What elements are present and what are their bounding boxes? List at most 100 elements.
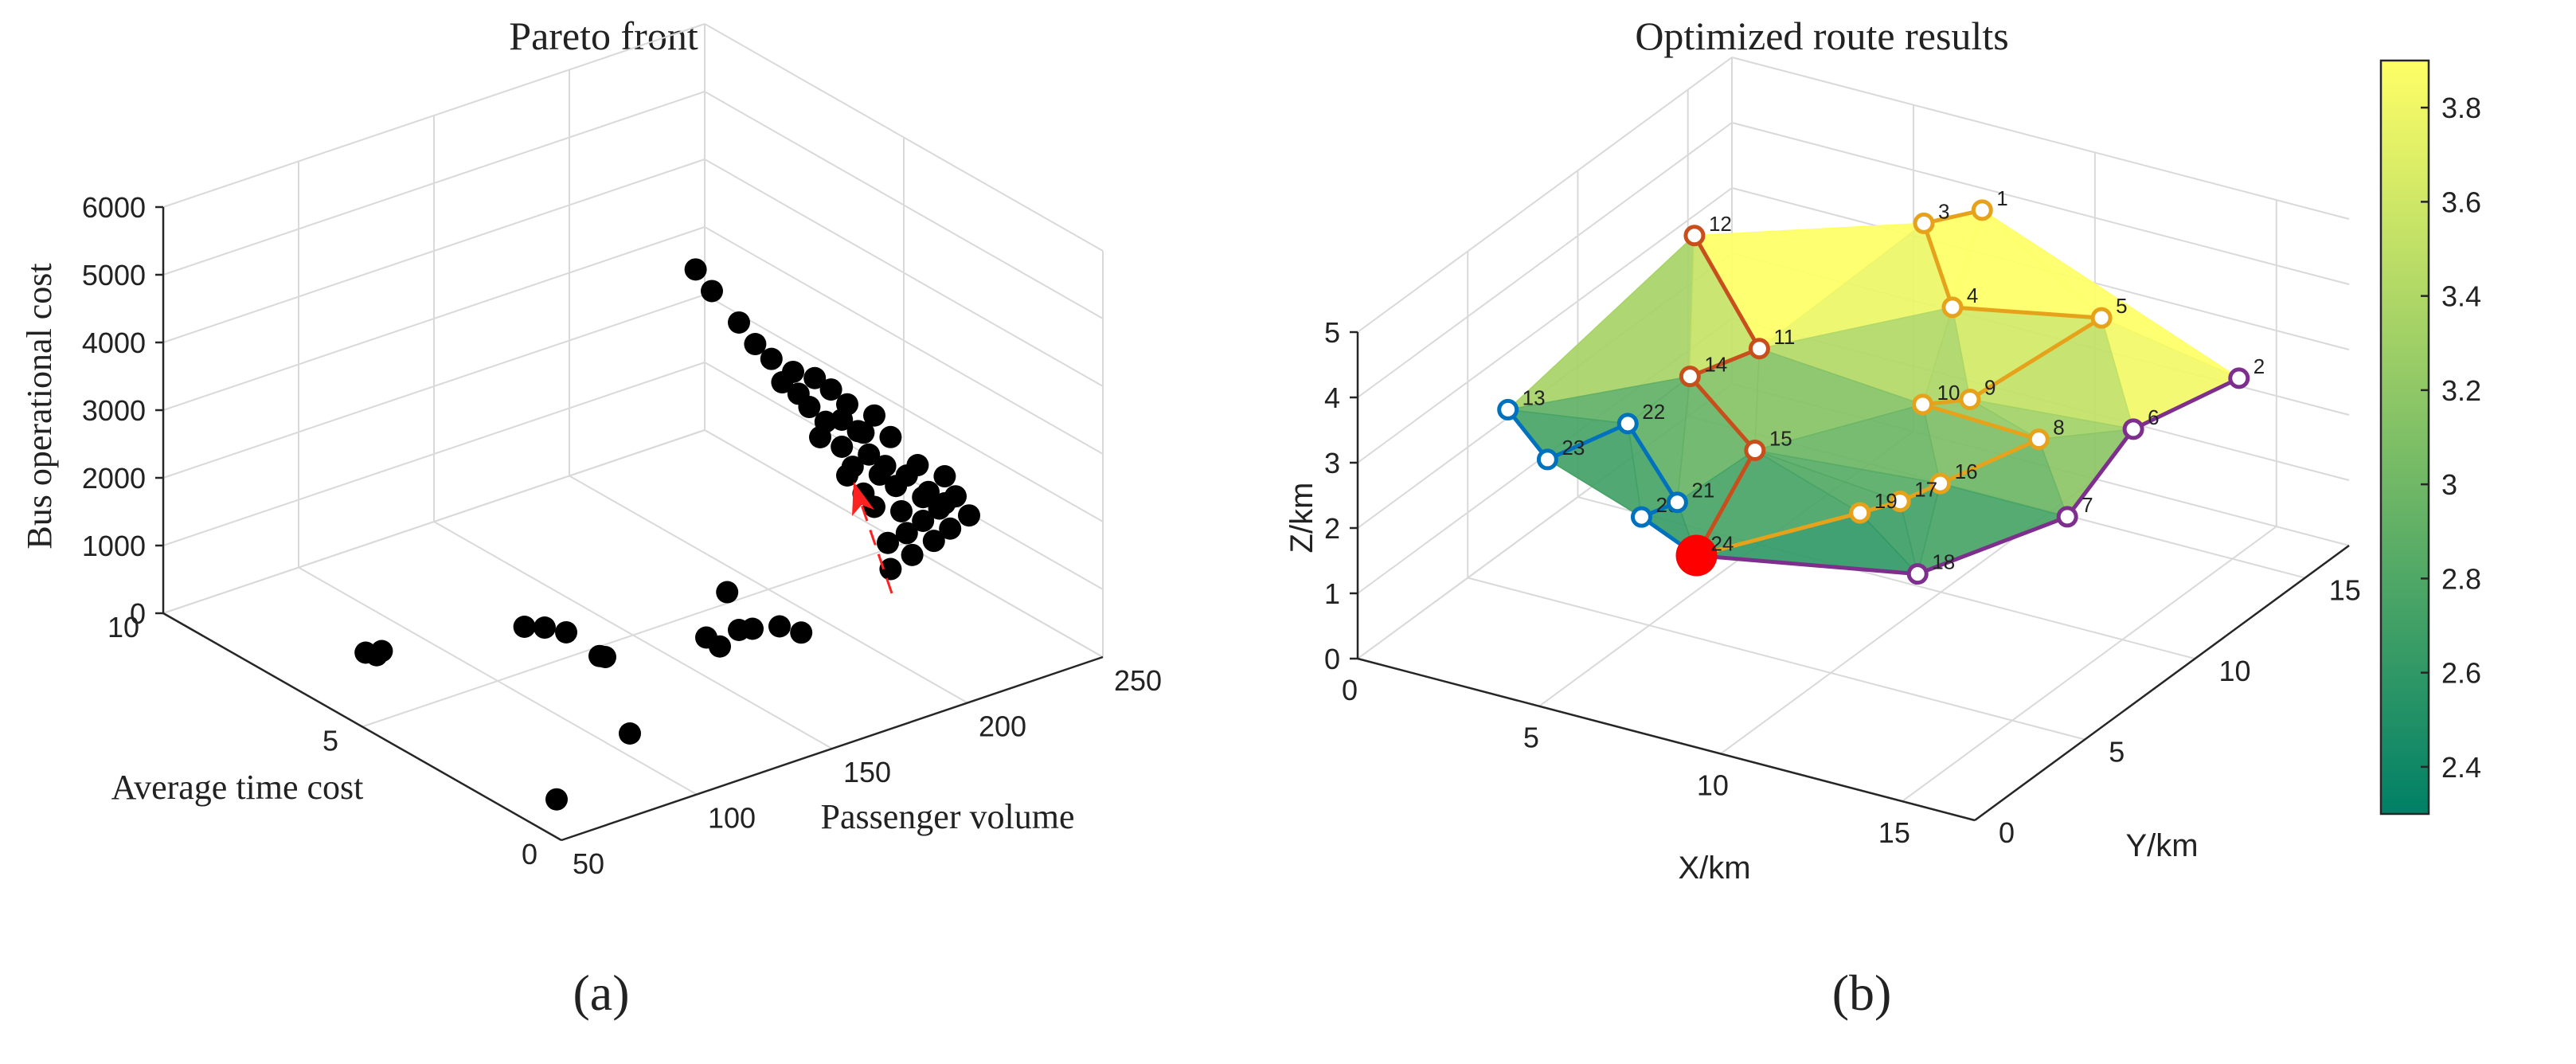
pareto-point [819,378,842,401]
route-node-label: 22 [1642,400,1665,424]
route-node-label: 9 [1984,375,1996,399]
grid-line [162,429,706,614]
pareto-point [534,616,556,640]
route-node-label: 4 [1967,284,1978,307]
pareto-point [744,333,767,356]
route-node-marker [2090,307,2113,329]
route-node-marker [1744,439,1766,461]
grid-line [162,158,706,343]
y-tick-label: 10 [107,611,139,643]
grid-line [162,362,706,546]
x-tick-label: 15 [1878,816,1910,849]
route-node-label: 2 [2254,354,2265,378]
chart-a-x-axis-label: Passenger volume [821,797,1075,836]
route-node-marker [2122,418,2144,440]
route-node-label: 7 [2082,493,2093,517]
pareto-point [841,456,864,479]
route-node-label: 21 [1691,479,1714,503]
z-tick-label: 3 [1324,447,1340,479]
pareto-point [728,311,750,334]
y-tick-label: 0 [522,838,537,870]
pareto-point [939,517,962,540]
pareto-point [858,443,881,466]
grid-line [1357,57,1733,333]
pareto-point [895,522,918,545]
pareto-point [912,486,935,509]
chart-b-axes [1350,331,2350,822]
pareto-point [709,635,731,658]
y-tick-label: 15 [2329,574,2361,607]
z-tick-label: 5000 [82,259,146,291]
colorbar-tick-label: 2.4 [2441,751,2481,784]
pareto-point [809,425,831,448]
chart-a-y-axis-label: Average time cost [111,768,364,807]
pareto-point [684,258,707,281]
pareto-point [890,499,913,522]
grid-line [1731,122,2350,285]
x-tick-label: 150 [843,756,891,788]
grid-line [704,23,1104,252]
chart-b-nodes: 123456789101112131415161718192021222324 [1497,186,2265,585]
pareto-point [594,646,616,668]
chart-a-axes [155,205,1104,842]
pareto-point [716,581,739,604]
colorbar-tick-label: 3.4 [2441,280,2481,313]
colorbar-tick-label: 3.8 [2441,92,2481,124]
colorbar-tick-label: 3.2 [2441,374,2481,407]
route-node-marker [1630,506,1652,528]
selected-solution-arrow [852,482,893,594]
route-node-label: 5 [2116,294,2127,318]
y-axis-line [1974,544,2350,822]
pareto-point [803,366,827,389]
z-tick-label: 3000 [82,394,146,427]
route-node-marker [1666,491,1688,514]
route-node-label: 19 [1874,489,1898,513]
grid-line [162,294,706,479]
route-node-label: 24 [1711,531,1734,555]
z-tick-label: 1 [1324,577,1340,610]
chart-b-z-axis-label: Z/km [1284,483,1319,554]
colorbar [2379,59,2430,816]
route-node-label: 3 [1938,199,1949,223]
grid-line [362,542,905,728]
route-node-label: 10 [1937,381,1960,405]
z-tick-label: 0 [1324,643,1340,675]
pareto-point [912,510,935,532]
grid-line [162,23,706,208]
route-node-marker [1536,448,1558,471]
pareto-point [787,382,810,405]
pareto-point [933,492,956,515]
y-tick-label: 5 [2109,736,2125,769]
pareto-point [901,543,924,566]
route-node-marker [1912,393,1934,416]
colorbar-tick-label: 3 [2441,468,2457,501]
chart-b-x-axis-label: X/km [1678,851,1750,886]
pareto-point [771,371,794,394]
chart-a-x-tick-labels: 50 100 150 200 250 [573,664,1162,880]
panel-label-b: (b) [1832,964,1892,1021]
route-node-marker [2228,367,2250,389]
route-node-marker [1616,413,1639,435]
panel-label-a: (a) [573,964,629,1021]
grid-line [704,226,1104,455]
grid-line [1357,187,1733,464]
z-tick-label: 1000 [82,530,146,562]
x-tick-label: 10 [1697,769,1729,801]
grid-line [162,91,706,276]
grid-line [704,91,1104,319]
route-node-label: 11 [1773,325,1795,349]
route-node-label: 12 [1709,212,1732,236]
pareto-point [852,421,875,444]
route-node-marker [1941,296,1964,319]
chart-b-title: Optimized route results [1635,14,2008,58]
colorbar-tick-label: 2.8 [2441,562,2481,595]
pareto-point [863,404,885,427]
colorbar-tick-label: 2.6 [2441,657,2481,690]
route-node-label: 8 [2053,416,2064,440]
grid-line [1731,57,2350,220]
x-tick-label: 100 [708,802,756,835]
route-node-label: 6 [2148,405,2159,429]
route-node-marker [1748,338,1770,360]
pareto-point [933,465,956,488]
